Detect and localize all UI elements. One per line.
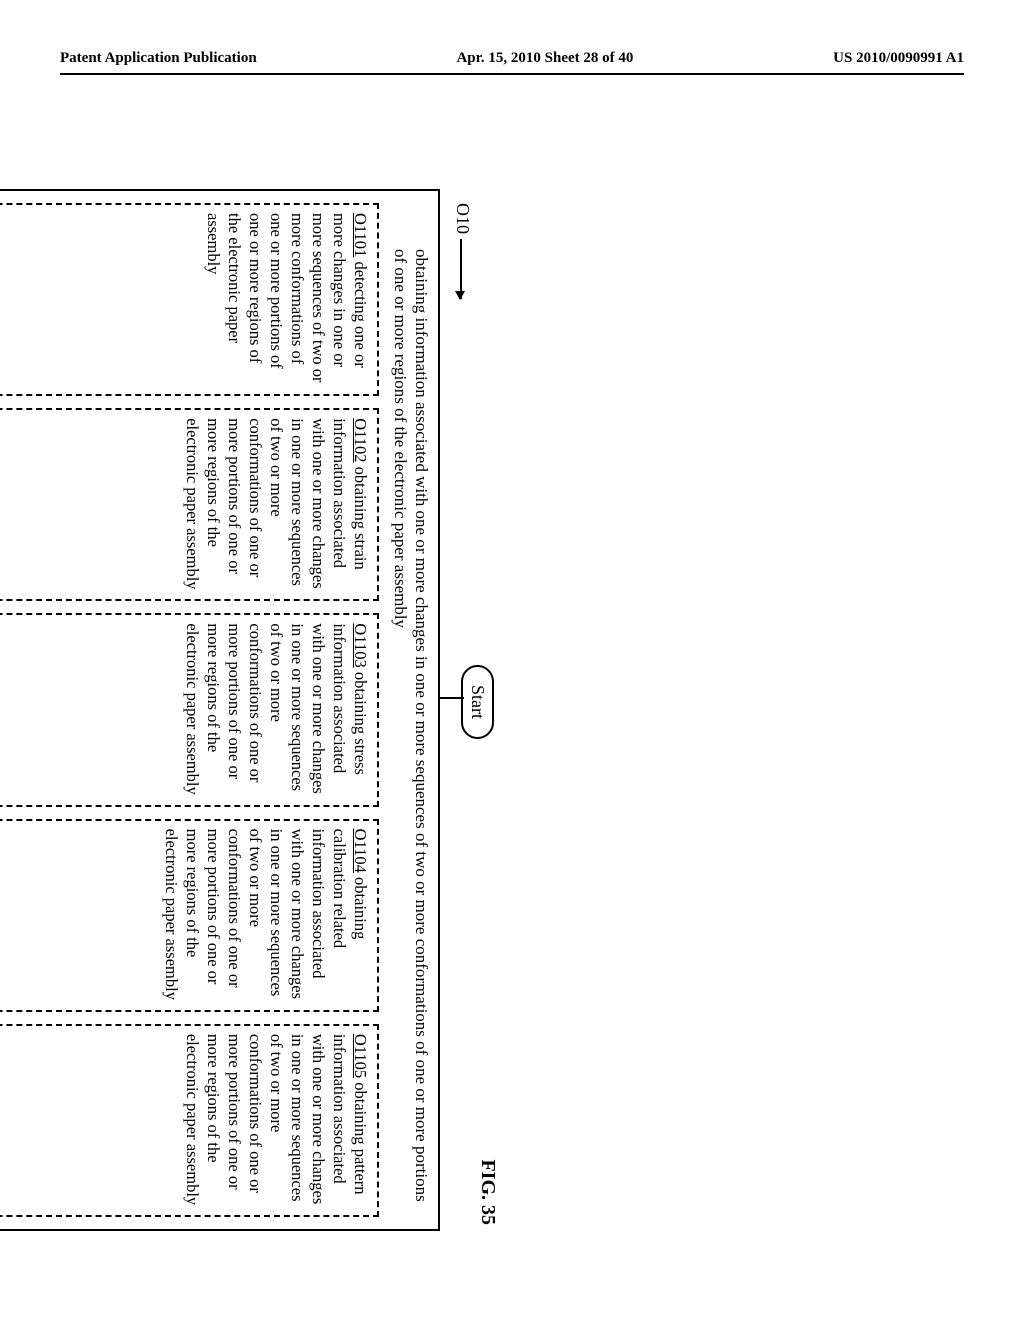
o11-sub-row: O1101 detecting one or more changes in o…	[0, 201, 380, 1219]
sub-id: O1101	[352, 213, 371, 257]
figure-35: FIG. 35 O10 Start O11 obtaining informat…	[60, 115, 964, 1215]
sub-text: obtaining calibration related informatio…	[162, 829, 371, 1000]
figure-label: FIG. 35	[475, 1159, 500, 1225]
sub-o1105: O1105 obtaining pattern information asso…	[0, 1024, 380, 1217]
sub-id: O1105	[352, 1034, 371, 1078]
arrow-right-icon	[460, 239, 462, 299]
sub-o1102: O1102 obtaining strain information assoc…	[0, 408, 380, 601]
header-center: Apr. 15, 2010 Sheet 28 of 40	[456, 50, 633, 67]
sub-id: O1104	[352, 829, 371, 873]
patent-sheet: Patent Application Publication Apr. 15, …	[0, 0, 1024, 1320]
sub-o1103: O1103 obtaining stress information assoc…	[0, 613, 380, 806]
sub-text: obtaining pattern information associated…	[183, 1034, 371, 1205]
sub-o1101: O1101 detecting one or more changes in o…	[0, 203, 380, 396]
sub-text: obtaining strain information associated …	[183, 418, 371, 589]
header-left: Patent Application Publication	[60, 50, 257, 67]
sub-text: obtaining stress information associated …	[183, 623, 371, 794]
sub-id: O1103	[352, 623, 371, 667]
figure-rotated-canvas: FIG. 35 O10 Start O11 obtaining informat…	[0, 185, 500, 1235]
sub-o1104: O1104 obtaining calibration related info…	[0, 819, 380, 1012]
o10-text: O10	[453, 203, 473, 234]
sub-id: O1102	[352, 418, 371, 462]
start-node: Start	[462, 665, 495, 739]
header-right: US 2010/0090991 A1	[833, 50, 964, 67]
o10-label: O10	[452, 203, 475, 299]
connector-line	[440, 697, 464, 699]
o11-header-text: obtaining information associated with on…	[386, 201, 433, 1219]
start-oval: Start	[462, 665, 495, 739]
o11-box: obtaining information associated with on…	[0, 189, 440, 1231]
sub-text: detecting one or more changes in one or …	[204, 213, 371, 383]
page-header: Patent Application Publication Apr. 15, …	[60, 50, 964, 75]
